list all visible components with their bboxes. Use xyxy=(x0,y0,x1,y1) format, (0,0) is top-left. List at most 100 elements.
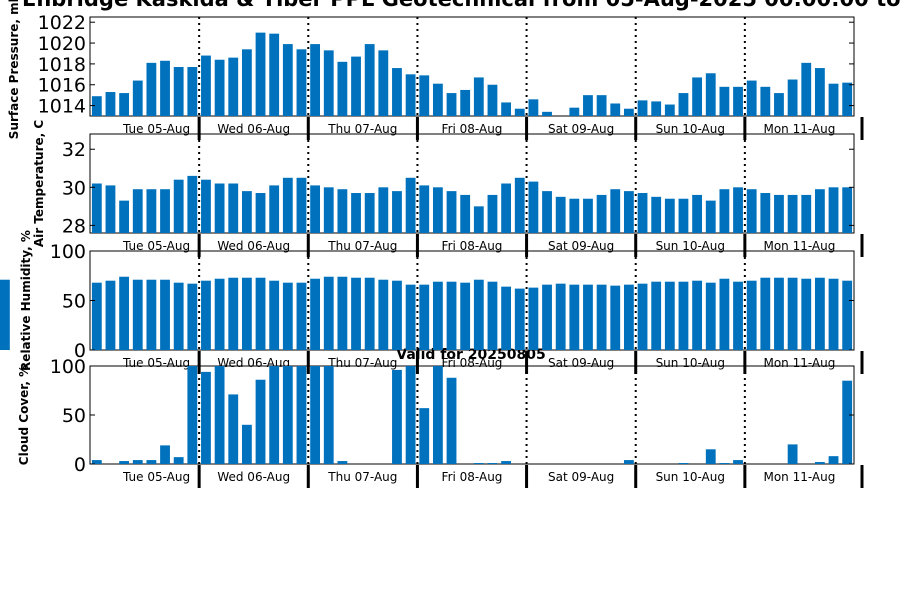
bar xyxy=(583,284,593,350)
bar xyxy=(419,408,430,464)
bar xyxy=(351,277,361,350)
bar xyxy=(596,194,607,233)
bar xyxy=(201,179,211,233)
bar xyxy=(146,189,157,233)
bar xyxy=(705,449,716,464)
bar xyxy=(814,189,825,233)
bar xyxy=(760,277,771,350)
bar xyxy=(733,460,743,464)
bar xyxy=(664,104,675,116)
bar xyxy=(637,193,648,233)
bar xyxy=(542,284,552,350)
bar xyxy=(337,276,348,350)
bar xyxy=(255,193,266,233)
bar xyxy=(596,284,607,350)
bar xyxy=(746,189,757,233)
bar xyxy=(542,191,552,233)
y-tick-label: 28 xyxy=(62,215,86,237)
bar xyxy=(787,277,798,350)
bar xyxy=(487,281,498,350)
bar xyxy=(774,93,784,116)
bar xyxy=(501,102,512,116)
x-tick-label: Wed 06-Aug xyxy=(217,470,290,484)
bar xyxy=(733,281,743,350)
bar xyxy=(282,177,293,233)
bar xyxy=(296,49,307,117)
bar xyxy=(678,198,689,233)
chart-title: Enbridge Kaskida & Tiber PPL Geotechnica… xyxy=(22,0,900,11)
bar xyxy=(187,283,198,350)
bar xyxy=(187,67,198,116)
axes-box xyxy=(89,133,855,234)
bar xyxy=(487,463,498,464)
bar xyxy=(460,282,471,350)
x-tick-label: Sun 10-Aug xyxy=(656,470,725,484)
bar xyxy=(241,49,252,117)
bar xyxy=(473,77,484,116)
bar xyxy=(473,463,484,464)
bar xyxy=(623,284,634,350)
bar xyxy=(241,424,252,464)
bar xyxy=(446,191,457,233)
bar xyxy=(269,366,280,464)
bar xyxy=(323,187,334,233)
bar xyxy=(405,177,416,233)
x-tick-label: Fri 08-Aug xyxy=(442,122,503,136)
bar xyxy=(610,189,621,233)
bar xyxy=(173,457,184,464)
bar xyxy=(132,279,143,350)
bar xyxy=(351,193,361,233)
bar xyxy=(733,187,743,233)
bar xyxy=(814,277,825,350)
y-tick-label: 1014 xyxy=(38,96,86,118)
bar xyxy=(146,279,157,350)
bar xyxy=(160,60,170,116)
bar xyxy=(323,366,334,464)
bar xyxy=(241,277,252,350)
bar xyxy=(787,444,798,464)
bar xyxy=(187,366,198,464)
bar xyxy=(296,282,307,350)
bar xyxy=(692,194,703,233)
bar xyxy=(201,371,211,464)
bar xyxy=(105,92,116,116)
bar xyxy=(405,284,416,350)
x-tick-label: Thu 07-Aug xyxy=(327,356,397,370)
bar xyxy=(119,200,130,233)
bar xyxy=(623,191,634,233)
x-tick-label: Thu 07-Aug xyxy=(327,122,397,136)
bar xyxy=(0,279,10,350)
bar xyxy=(419,185,430,233)
bar xyxy=(296,177,307,233)
bar xyxy=(787,79,798,116)
bar xyxy=(801,278,812,350)
bar xyxy=(310,278,321,350)
panel-4: 0 50 100 Tue 05-Aug Wed 06-Aug Thu 07-Aug Fri … xyxy=(17,356,864,488)
bar xyxy=(269,185,280,233)
bar xyxy=(310,366,321,464)
bar xyxy=(828,456,839,464)
y-tick-label: 1018 xyxy=(38,54,86,76)
bar xyxy=(637,100,648,116)
bar xyxy=(378,50,389,116)
bar xyxy=(255,277,266,350)
bar xyxy=(473,206,484,233)
bar xyxy=(337,61,348,116)
x-tick-label: Wed 06-Aug xyxy=(217,356,290,370)
bar xyxy=(91,96,102,116)
bar xyxy=(705,73,716,116)
bar xyxy=(364,44,375,117)
bar xyxy=(528,181,539,233)
bar xyxy=(473,279,484,350)
bar xyxy=(201,55,211,116)
bar xyxy=(787,194,798,233)
y-axis-label: Air Temperature, C xyxy=(32,120,46,248)
bar xyxy=(282,366,293,464)
x-tick-label: Mon 11-Aug xyxy=(763,470,835,484)
bar xyxy=(323,276,334,350)
y-axis-label: Relative Humidity, % xyxy=(19,230,33,371)
bar xyxy=(842,82,853,116)
x-tick-label: Tue 05-Aug xyxy=(122,122,190,136)
bar xyxy=(487,194,498,233)
bar xyxy=(555,283,566,350)
